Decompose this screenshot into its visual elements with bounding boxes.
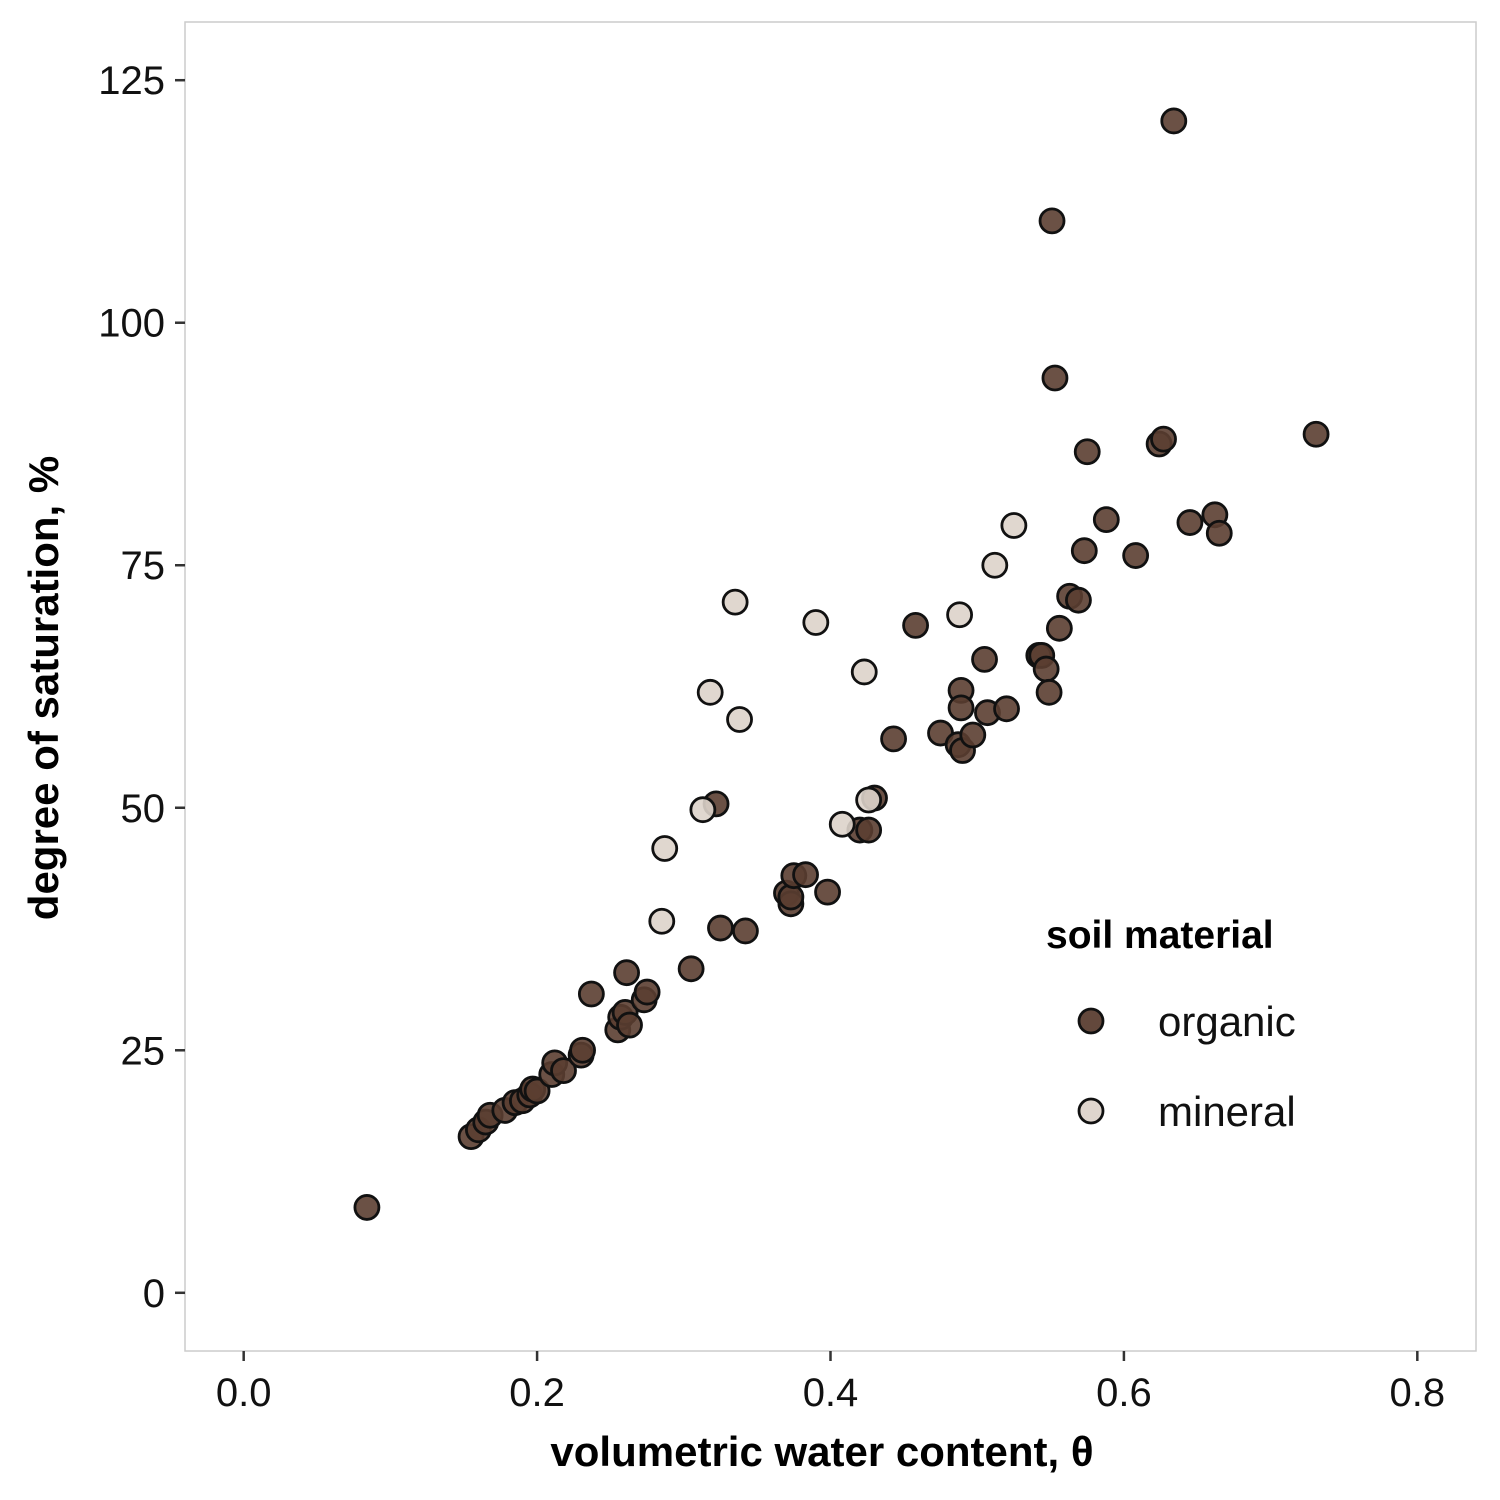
x-tick-label: 0.4 [803,1371,859,1415]
data-point-organic [569,1036,596,1064]
x-tick-label: 0.6 [1096,1371,1152,1415]
data-point-organic [1065,586,1092,614]
data-point-organic [1176,509,1204,536]
data-point-mineral [648,907,676,935]
data-point-organic [353,1194,381,1221]
data-point-mineral [802,609,830,636]
data-point-mineral [689,796,717,824]
data-point-mineral [651,835,679,862]
data-point-mineral [946,601,973,629]
x-axis: 0.0 0.2 0.4 0.6 0.8 [216,1351,1445,1415]
data-point-organic [880,725,907,753]
data-point-organic [677,955,705,983]
data-point-organic [1205,519,1233,547]
data-point-organic [993,695,1020,723]
data-point-organic [971,645,998,673]
data-point-organic [577,980,605,1008]
legend-key-mineral [1077,1097,1105,1125]
y-tick-label: 0 [143,1272,165,1316]
data-point-organic [523,1077,551,1105]
legend-label-organic: organic [1158,998,1296,1045]
legend: soil material organic mineral [1046,914,1296,1135]
y-tick-label: 125 [98,59,165,103]
data-point-mineral [855,786,883,814]
data-point-organic [707,914,734,942]
x-tick-label: 0.0 [216,1371,272,1415]
y-axis: 0 25 50 75 100 125 [98,59,185,1316]
data-point-organic [1035,678,1063,706]
legend-title: soil material [1046,914,1274,957]
data-point-mineral [828,810,856,838]
series-organic [353,107,1330,1221]
data-point-organic [1073,438,1101,466]
data-point-organic [855,816,883,844]
data-point-organic [732,917,759,945]
data-point-organic [902,611,929,639]
data-point-organic [613,959,640,987]
x-tick-label: 0.2 [509,1371,565,1415]
y-tick-label: 100 [98,302,165,346]
y-tick-label: 75 [121,544,166,588]
panel-border [184,21,1477,1352]
x-axis-title: volumetric water content, θ [550,1428,1093,1475]
data-point-mineral [981,551,1009,579]
data-point-organic [1038,207,1066,235]
legend-label-mineral: mineral [1158,1088,1296,1135]
data-point-organic [1045,614,1073,642]
data-point-organic [947,694,975,722]
data-point-organic [1160,107,1188,135]
x-tick-label: 0.8 [1390,1371,1446,1415]
data-point-organic [792,861,819,889]
y-tick-label: 25 [121,1029,166,1073]
data-point-mineral [721,588,749,616]
data-point-organic [1070,537,1098,565]
data-point-organic [1092,506,1120,534]
data-point-organic [616,1011,643,1039]
series-mineral [648,512,1028,935]
data-point-mineral [1000,512,1028,539]
data-point-organic [1041,364,1069,392]
y-axis-title: degree of saturation, % [20,456,67,920]
data-point-organic [1032,655,1060,683]
data-point-mineral [850,658,878,686]
data-point-organic [550,1057,577,1085]
data-point-mineral [696,678,724,706]
data-point-organic [1122,542,1150,569]
data-point-organic [959,721,987,749]
data-point-organic [1150,425,1177,453]
legend-key-organic [1077,1007,1105,1035]
data-point-mineral [726,706,753,733]
data-point-organic [1302,420,1330,448]
y-tick-label: 50 [121,787,166,831]
data-point-organic [633,978,661,1006]
data-point-organic [814,878,841,906]
